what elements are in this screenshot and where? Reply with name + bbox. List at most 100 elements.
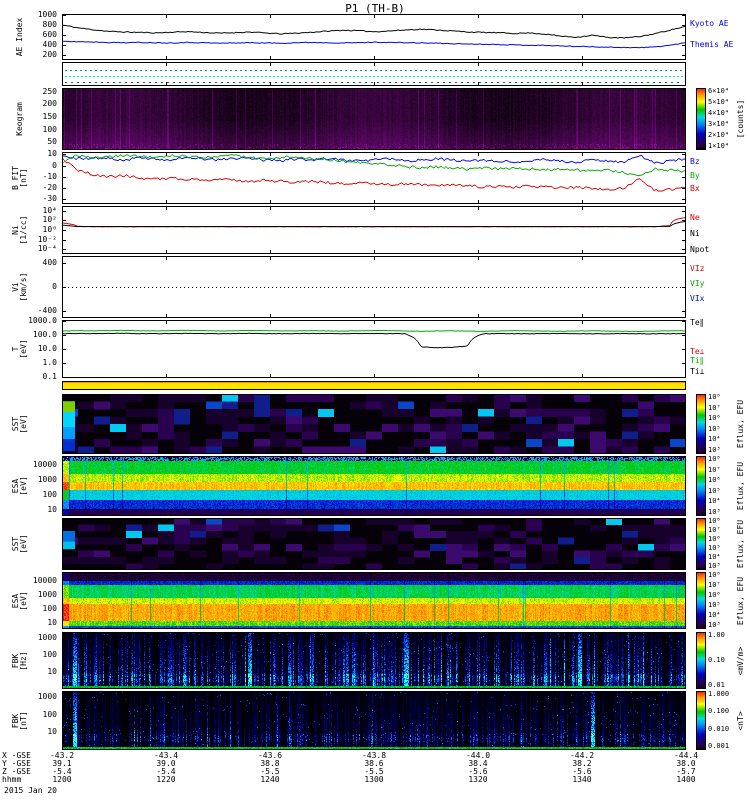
ytick-label: 100 — [42, 604, 57, 613]
footer-row-label: X -GSE — [2, 751, 31, 760]
colorbar-sst-elec — [696, 518, 706, 570]
colorbar-tick: 10⁵ — [708, 424, 721, 433]
ytick-label: 0 — [52, 161, 57, 170]
series-label-viy: VIy — [690, 278, 705, 288]
footer-value: 1240 — [260, 775, 280, 784]
colorbar-tick: 0.001 — [708, 742, 730, 750]
footer-value: 39.1 — [52, 759, 72, 768]
footer-value: 1320 — [468, 775, 488, 784]
series-label-ti: Ti⊥ — [690, 366, 705, 376]
panel-vi-plot — [62, 256, 686, 318]
colorbar-tick: 10⁷ — [708, 526, 721, 534]
colorbar-tick: 10³ — [708, 508, 721, 516]
colorbar-tick: 3×10⁴ — [708, 120, 730, 128]
series-label-bz: Bz — [690, 157, 700, 167]
ytick-label: 200 — [42, 99, 57, 108]
panel-bfit-plot — [62, 152, 686, 204]
ytick-label: 10 — [47, 727, 57, 736]
panel-fbk-e-plot — [62, 632, 686, 689]
ytick-label: 250 — [42, 87, 57, 96]
ytick-label: 10000 — [32, 460, 57, 469]
ytick-label: -400 — [37, 306, 57, 315]
series-label-viz: VIz — [690, 263, 705, 273]
series-label-te: Te∥ — [690, 318, 704, 327]
ytick-label: 10⁰ — [42, 225, 57, 234]
colorbar-tick: 0.01 — [708, 681, 725, 689]
colorbar-tick: 10⁴ — [708, 553, 721, 561]
panel-sst-ion-plot — [62, 394, 686, 454]
colorbar-tick: 2×10⁴ — [708, 131, 730, 139]
date-label: 2015 Jan 20 — [4, 786, 57, 795]
ytick-label: -20 — [42, 183, 57, 192]
colorbar-tick: 10³ — [708, 562, 721, 570]
colorbar-tick: 4×10⁴ — [708, 109, 730, 117]
ytick-label: 1000.0 — [28, 316, 57, 325]
ytick-label: 800 — [42, 20, 57, 29]
footer-value: 1300 — [364, 775, 384, 784]
ytick-label: 10000 — [32, 576, 57, 585]
series-label-themisae: Themis AE — [690, 39, 734, 49]
ytick-label: 400 — [42, 258, 57, 267]
footer-value: 38.8 — [260, 759, 280, 768]
ytick-label: 100.0 — [32, 330, 57, 339]
colorbar-tick: 0.10 — [708, 656, 725, 664]
ytick-label: 10 — [47, 667, 57, 676]
footer-value: 1400 — [676, 775, 696, 784]
ytick-label: 10² — [42, 215, 57, 224]
colorbar-tick: 1×10⁴ — [708, 142, 730, 150]
colorbar-tick: 10³ — [708, 621, 721, 629]
ytick-label: 50 — [47, 137, 57, 146]
colorbar-tick: 10⁷ — [708, 403, 721, 412]
ytick-label: 100 — [42, 490, 57, 499]
ytick-label: -10 — [42, 172, 57, 181]
series-label-ni: Ni — [690, 228, 700, 238]
ytick-label: 1000 — [37, 475, 57, 484]
footer-value: 38.4 — [468, 759, 488, 768]
colorbar-fbk-b — [696, 691, 706, 750]
ytick-label: 1000 — [37, 10, 57, 19]
ytick-label: 0 — [52, 282, 57, 291]
footer-value: -44.4 — [673, 751, 699, 760]
panel-sst-elec-plot — [62, 518, 686, 570]
ytick-label: -30 — [42, 194, 57, 203]
ytick-label: 400 — [42, 40, 57, 49]
panel-esa-ion-plot — [62, 456, 686, 516]
series-label-te: Te⊥ — [690, 347, 705, 356]
footer-value: -43.2 — [49, 751, 75, 760]
footer-value: 39.0 — [156, 759, 176, 768]
footer-value: -5.6 — [468, 767, 488, 776]
footer-value: -5.7 — [676, 767, 696, 776]
colorbar-tick: 10⁴ — [708, 497, 721, 506]
colorbar-tick: 10⁴ — [708, 611, 721, 619]
footer-value: -43.8 — [361, 751, 387, 760]
colorbar-tick: 10⁶ — [708, 535, 721, 543]
colorbar-tick: 10⁶ — [708, 591, 721, 599]
ytick-label: 200 — [42, 50, 57, 59]
colorbar-tick: 10⁸ — [708, 455, 721, 463]
ytick-label: 10 — [47, 618, 57, 627]
colorbar-tick: 10⁴ — [708, 435, 721, 444]
footer-value: 1220 — [156, 775, 176, 784]
colorbar-tick: 5×10⁴ — [708, 98, 730, 106]
series-label-ti: Ti∥ — [690, 356, 704, 366]
colorbar-tick: 1.000 — [708, 690, 730, 698]
footer-value: -43.4 — [153, 751, 179, 760]
colorbar-keogram — [696, 88, 706, 150]
panel-ni-plot — [62, 206, 686, 254]
footer-value: 38.6 — [364, 759, 384, 768]
panel-keogram-plot — [62, 88, 686, 150]
colorbar-tick: 10³ — [708, 446, 721, 454]
footer-value: -5.5 — [364, 767, 384, 776]
footer-value: 38.2 — [572, 759, 592, 768]
footer-row-label: hhmm — [2, 775, 22, 784]
ytick-label: 10.0 — [37, 344, 57, 353]
footer-value: -44.0 — [465, 751, 491, 760]
colorbar-tick: 10⁷ — [708, 465, 721, 474]
panel-ae-plot — [62, 14, 686, 60]
panel-esa-elec-plot — [62, 572, 686, 629]
ytick-label: 1000 — [37, 692, 57, 701]
colorbar-tick: 10⁵ — [708, 601, 721, 609]
colorbar-esa-ion — [696, 456, 706, 516]
ytick-label: 1000 — [37, 590, 57, 599]
